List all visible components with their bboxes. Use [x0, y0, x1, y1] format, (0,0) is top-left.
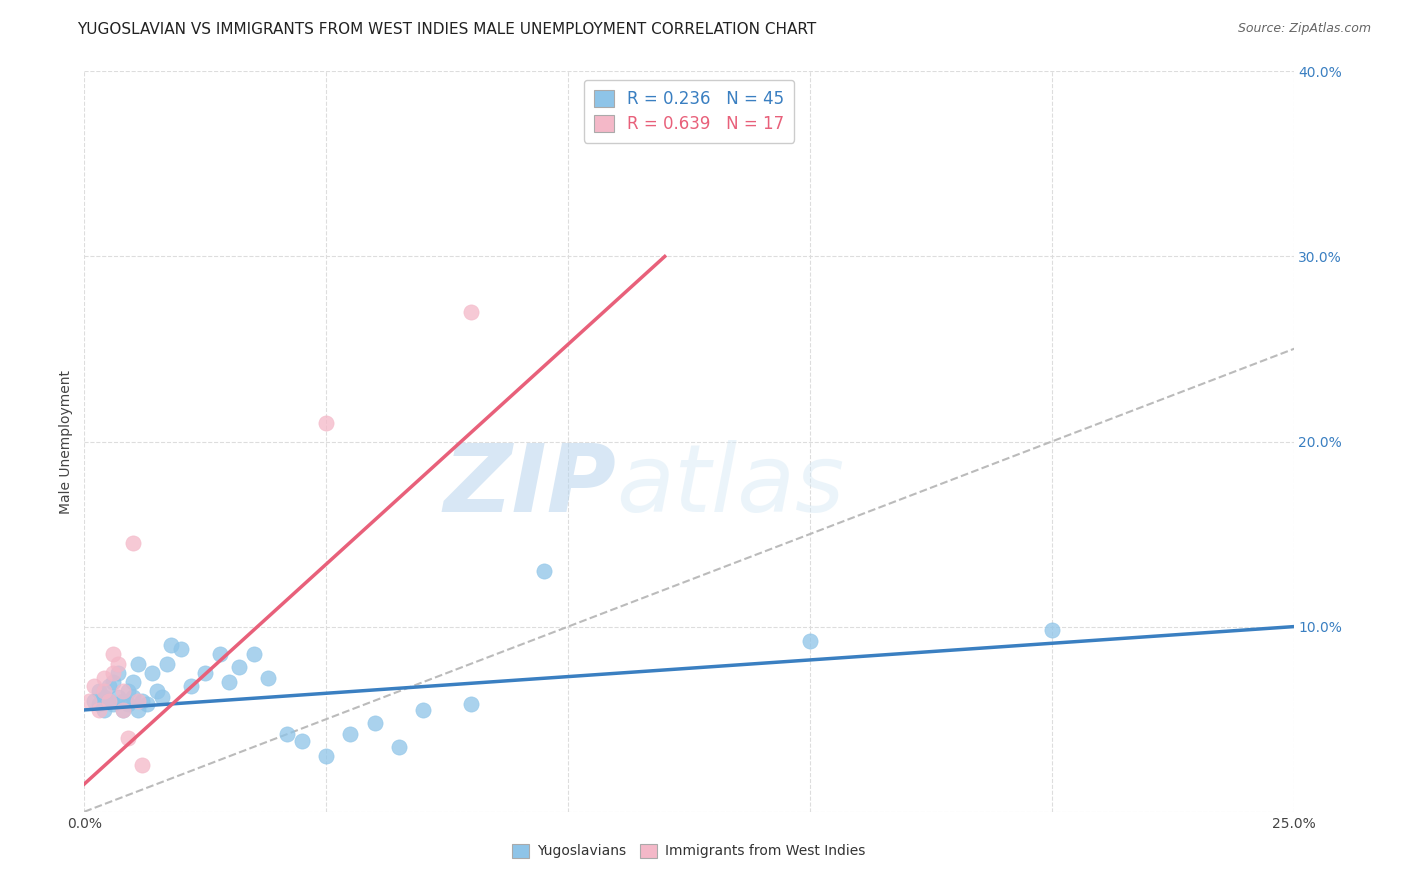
Point	[460, 698, 482, 712]
Point	[103, 648, 125, 662]
Point	[180, 679, 202, 693]
Point	[315, 749, 337, 764]
Point	[97, 694, 120, 708]
Point	[83, 679, 105, 693]
Point	[127, 694, 149, 708]
Point	[93, 703, 115, 717]
Point	[460, 305, 482, 319]
Point	[103, 675, 125, 690]
Point	[315, 416, 337, 430]
Point	[107, 665, 129, 680]
Point	[121, 536, 143, 550]
Point	[194, 665, 217, 680]
Point	[117, 731, 139, 745]
Text: Source: ZipAtlas.com: Source: ZipAtlas.com	[1237, 22, 1371, 36]
Point	[87, 703, 110, 717]
Point	[121, 675, 143, 690]
Point	[146, 684, 169, 698]
Point	[121, 690, 143, 704]
Point	[276, 727, 298, 741]
Point	[93, 672, 115, 686]
Point	[242, 648, 264, 662]
Point	[103, 665, 125, 680]
Point	[117, 684, 139, 698]
Point	[339, 727, 361, 741]
Point	[112, 684, 135, 698]
Point	[77, 694, 100, 708]
Point	[160, 638, 183, 652]
Point	[87, 698, 110, 712]
Point	[218, 675, 240, 690]
Point	[87, 684, 110, 698]
Point	[155, 657, 177, 671]
Point	[170, 641, 193, 656]
Point	[93, 684, 115, 698]
Point	[107, 690, 129, 704]
Point	[257, 672, 280, 686]
Point	[83, 694, 105, 708]
Point	[103, 698, 125, 712]
Point	[127, 657, 149, 671]
Point	[363, 715, 385, 730]
Text: atlas: atlas	[616, 441, 845, 532]
Point	[208, 648, 231, 662]
Point	[136, 698, 159, 712]
Point	[112, 694, 135, 708]
Legend: Yugoslavians, Immigrants from West Indies: Yugoslavians, Immigrants from West Indie…	[506, 838, 872, 864]
Point	[291, 734, 314, 748]
Point	[131, 694, 153, 708]
Point	[228, 660, 250, 674]
Point	[388, 739, 411, 754]
Point	[799, 634, 821, 648]
Y-axis label: Male Unemployment: Male Unemployment	[59, 369, 73, 514]
Point	[112, 703, 135, 717]
Point	[141, 665, 163, 680]
Point	[112, 703, 135, 717]
Point	[127, 703, 149, 717]
Point	[93, 690, 115, 704]
Point	[97, 694, 120, 708]
Point	[1040, 624, 1063, 638]
Point	[97, 679, 120, 693]
Text: ZIP: ZIP	[443, 440, 616, 532]
Text: YUGOSLAVIAN VS IMMIGRANTS FROM WEST INDIES MALE UNEMPLOYMENT CORRELATION CHART: YUGOSLAVIAN VS IMMIGRANTS FROM WEST INDI…	[77, 22, 817, 37]
Point	[150, 690, 173, 704]
Point	[533, 564, 555, 578]
Point	[117, 698, 139, 712]
Point	[412, 703, 434, 717]
Point	[131, 758, 153, 772]
Point	[107, 657, 129, 671]
